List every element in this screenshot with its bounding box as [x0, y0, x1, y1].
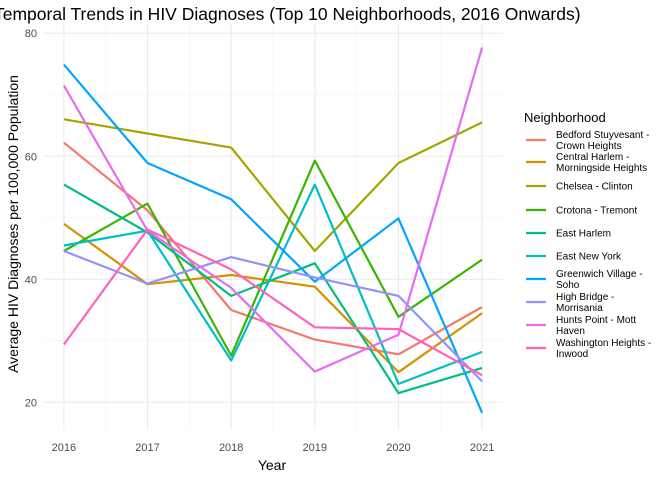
legend-label: East Harlem — [556, 229, 611, 240]
series-line — [63, 183, 483, 385]
y-tick-label: 80 — [25, 28, 37, 40]
series-line — [63, 183, 483, 395]
x-tick-label: 2020 — [386, 442, 410, 454]
x-axis-label: Year — [258, 457, 287, 473]
legend-label: Crown Heights — [556, 141, 622, 152]
legend-label: Haven — [556, 326, 585, 337]
series-line — [63, 223, 483, 374]
y-axis-ticks: 20 40 60 80 — [25, 28, 37, 409]
legend-label: Washington Heights - — [556, 338, 651, 349]
x-tick-label: 2021 — [470, 442, 494, 454]
legend-label: High Bridge - — [556, 292, 614, 303]
series-line — [63, 141, 483, 356]
legend-label: East New York — [556, 252, 622, 263]
series-line — [63, 118, 483, 253]
legend-label: Chelsea - Clinton — [556, 182, 633, 193]
legend-label: Bedford Stuyvesant - — [556, 130, 649, 141]
y-tick-label: 40 — [25, 274, 37, 286]
series-line — [63, 228, 483, 377]
x-axis-ticks: 2016 2017 2018 2019 2020 2021 — [52, 442, 495, 454]
series-line — [62, 47, 484, 373]
legend-label: Hunts Point - Mott — [556, 315, 636, 326]
legend-label: Soho — [556, 280, 580, 291]
series-lines — [62, 47, 484, 414]
legend-label: Morrisania — [556, 303, 603, 314]
y-tick-label: 60 — [25, 151, 37, 163]
legend-label: Greenwich Village - — [556, 269, 643, 280]
series-line — [63, 63, 484, 414]
legend-label: Central Harlem - — [556, 152, 629, 163]
plot-grid — [43, 24, 503, 430]
legend-label: Crotona - Tremont — [556, 206, 637, 217]
legend-label: Inwood — [556, 349, 588, 360]
y-tick-label: 20 — [25, 397, 37, 409]
x-tick-label: 2019 — [303, 442, 327, 454]
series-line — [63, 159, 483, 357]
x-tick-label: 2017 — [135, 442, 159, 454]
y-axis-label: Average HIV Diagnoses per 100,000 Popula… — [5, 75, 21, 373]
chart-title: Temporal Trends in HIV Diagnoses (Top 10… — [0, 4, 581, 24]
legend-label: Morningside Heights — [556, 163, 647, 174]
x-tick-label: 2016 — [52, 442, 76, 454]
legend: Neighborhood Bedford Stuyvesant -Crown H… — [524, 110, 651, 360]
series-line — [63, 249, 483, 383]
legend-title: Neighborhood — [524, 110, 606, 125]
x-tick-label: 2018 — [219, 442, 243, 454]
